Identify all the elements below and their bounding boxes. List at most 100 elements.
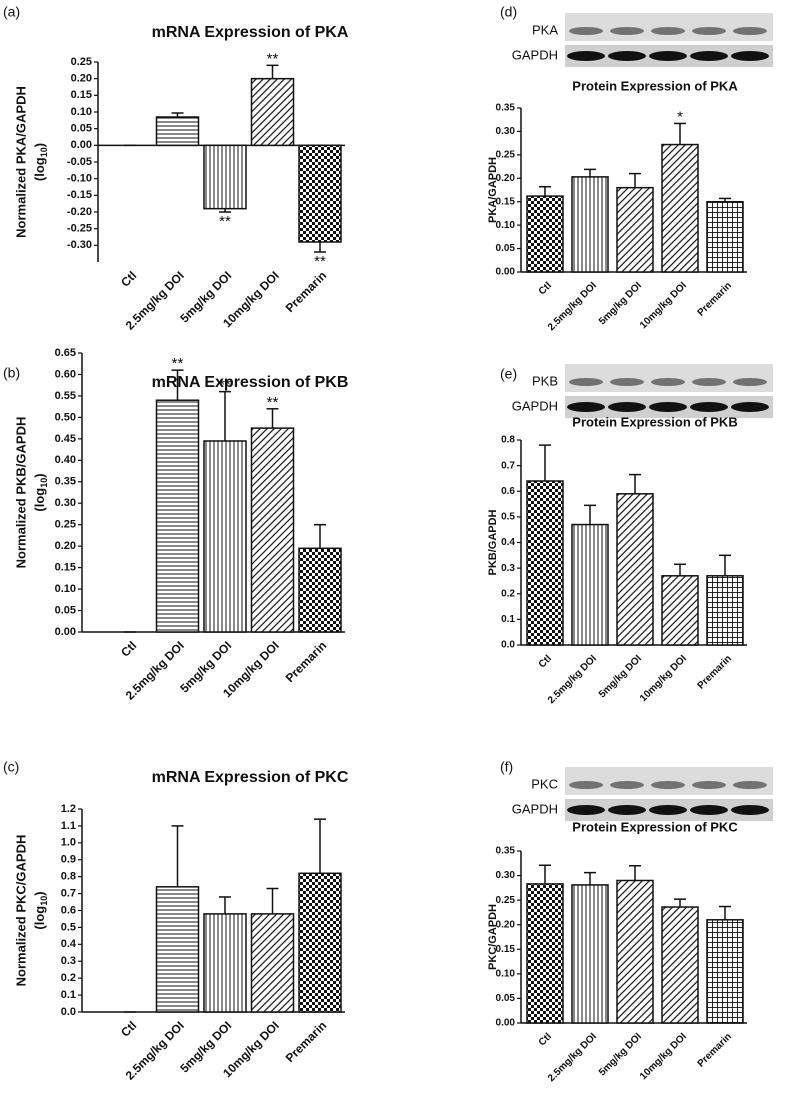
y-tick-label: -0.05 <box>67 156 92 168</box>
blot-band <box>567 805 605 815</box>
blot-label: PKB <box>532 373 558 388</box>
y-tick-label: 0.15 <box>496 196 516 207</box>
x-tick-label: Premarin <box>696 653 734 691</box>
y-tick-label: 0.1 <box>61 989 76 1001</box>
y-tick-label: -0.30 <box>67 239 92 251</box>
y-axis-label: PKA/GAPDH <box>487 157 499 223</box>
y-tick-label: 0.50 <box>55 411 76 423</box>
y-axis-unit-part: (log <box>32 906 47 930</box>
x-tick-label: Ctl <box>118 268 139 289</box>
bar <box>526 883 564 1024</box>
y-tick-label: 0.05 <box>496 243 516 254</box>
chart-title: Protein Expression of PKB <box>572 414 737 429</box>
bar <box>571 176 609 273</box>
x-tick-label: Premarin <box>696 1031 734 1069</box>
y-tick-label: 0.3 <box>61 955 76 967</box>
y-tick-label: 0.60 <box>55 368 76 380</box>
blot-band <box>731 805 769 815</box>
y-tick-label: 0.15 <box>496 944 516 955</box>
blot-band <box>649 51 687 61</box>
x-tick-label: Premarin <box>283 1018 330 1065</box>
y-tick-label: -0.15 <box>67 189 92 201</box>
panel-label: (c) <box>3 759 19 775</box>
x-tick-label: Ctl <box>537 1031 554 1048</box>
y-tick-label: 0.5 <box>61 921 76 933</box>
blot-band <box>608 51 646 61</box>
blot-label: GAPDH <box>512 47 558 62</box>
y-tick-label: -0.10 <box>67 173 92 185</box>
y-tick-label: 0.4 <box>501 537 515 548</box>
y-axis-unit-part: ) <box>32 891 47 895</box>
y-tick-label: 1.0 <box>61 837 76 849</box>
y-axis-unit-part: (log <box>32 488 47 512</box>
significance: ** <box>219 377 231 394</box>
significance: ** <box>219 213 231 230</box>
y-tick-label: 0.3 <box>501 563 515 574</box>
blot-band <box>692 27 726 35</box>
bar <box>616 186 654 273</box>
x-tick-label: 10mg/kg DOI <box>638 653 689 704</box>
y-tick-label: 0.25 <box>55 519 76 531</box>
blot-band <box>569 781 603 789</box>
y-tick-label: 0.8 <box>61 871 76 883</box>
y-tick-label: 0.05 <box>496 993 516 1004</box>
bar <box>298 547 342 633</box>
y-tick-label: 0.20 <box>55 540 76 552</box>
y-tick-label: 1.2 <box>61 803 76 815</box>
x-tick-label: Premarin <box>283 268 330 315</box>
y-tick-label: 0.25 <box>496 149 516 160</box>
bar <box>526 480 564 646</box>
bar <box>155 886 200 1013</box>
bar <box>571 884 609 1024</box>
y-tick-label: 0.20 <box>496 919 516 930</box>
blot-strip <box>565 13 773 41</box>
y-tick-label: 0.65 <box>55 347 76 359</box>
panel-label: (a) <box>3 4 20 20</box>
y-tick-label: 0.10 <box>496 968 516 979</box>
chart-title: mRNA Expression of PKC <box>152 769 349 786</box>
y-tick-label: -0.20 <box>67 206 92 218</box>
y-tick-label: 0.10 <box>71 106 92 118</box>
y-axis-label: Normalized PKC/GAPDH <box>13 835 28 987</box>
y-tick-label: 0.7 <box>61 887 76 899</box>
bar <box>571 523 609 646</box>
blot-label: PKC <box>531 776 558 791</box>
blot-band <box>651 27 685 35</box>
significance: ** <box>267 394 279 411</box>
blot-band <box>731 51 769 61</box>
y-axis-unit-part: ) <box>32 473 47 477</box>
y-tick-label: 0.05 <box>71 123 92 135</box>
y-tick-label: 1.1 <box>61 820 76 832</box>
bar <box>203 913 247 1013</box>
blot-band <box>690 402 728 412</box>
blot-band <box>651 781 685 789</box>
y-axis-label: PKB/GAPDH <box>487 509 499 575</box>
y-tick-label: 0.0 <box>501 640 515 651</box>
y-tick-label: 0.20 <box>71 73 92 85</box>
significance: * <box>677 108 683 125</box>
y-tick-label: 0.20 <box>496 173 516 184</box>
blot-band <box>692 378 726 386</box>
bar <box>155 116 200 147</box>
y-tick-label: 0.7 <box>501 460 515 471</box>
chart-title: mRNA Expression of PKB <box>152 374 349 391</box>
panel-label: (f) <box>500 759 513 775</box>
chart-title: Protein Expression of PKA <box>572 78 738 93</box>
y-tick-label: 0.00 <box>496 1018 516 1029</box>
bar <box>661 575 699 646</box>
x-tick-label: Ctl <box>537 280 554 297</box>
y-tick-label: 0.25 <box>71 56 92 68</box>
significance: ** <box>314 253 326 270</box>
blot-band <box>567 402 605 412</box>
blot-band <box>690 51 728 61</box>
bar <box>298 144 342 243</box>
y-axis-label: Normalized PKA/GAPDH <box>13 86 28 238</box>
y-tick-label: 0.35 <box>496 846 516 857</box>
y-tick-label: 0.15 <box>55 562 76 574</box>
y-axis-unit-part: 10 <box>39 478 49 488</box>
bar <box>706 200 744 273</box>
bar <box>203 144 247 210</box>
bar <box>661 906 699 1024</box>
significance: ** <box>172 355 184 372</box>
